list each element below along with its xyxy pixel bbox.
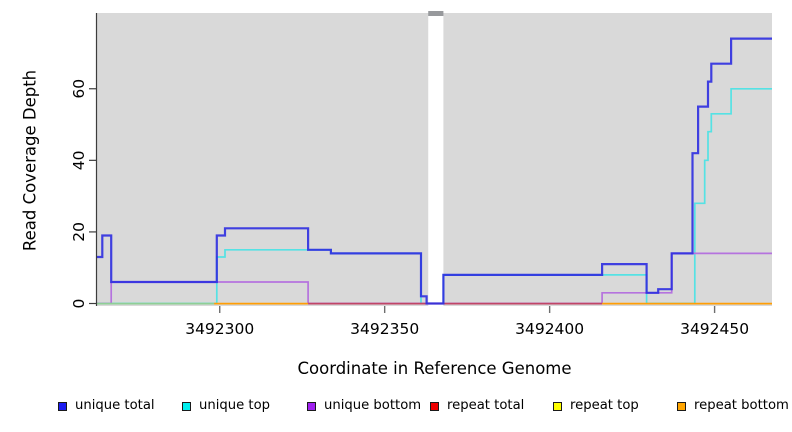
x-axis-title: Coordinate in Reference Genome <box>297 359 572 378</box>
x-tick-label: 3492450 <box>680 320 749 338</box>
gap-region <box>428 16 444 306</box>
gap-cap <box>428 11 444 16</box>
series-unique-total <box>97 37 772 305</box>
y-tick-label: 60 <box>70 79 88 99</box>
y-tick-label: 20 <box>70 222 88 242</box>
y-tick-label: 40 <box>70 150 88 170</box>
y-tick-label: 0 <box>70 299 88 309</box>
y-axis-title: Read Coverage Depth <box>20 69 40 252</box>
x-tick-label: 3492400 <box>515 320 584 338</box>
x-tick-label: 3492350 <box>350 320 419 338</box>
x-tick-label: 3492300 <box>185 320 254 338</box>
